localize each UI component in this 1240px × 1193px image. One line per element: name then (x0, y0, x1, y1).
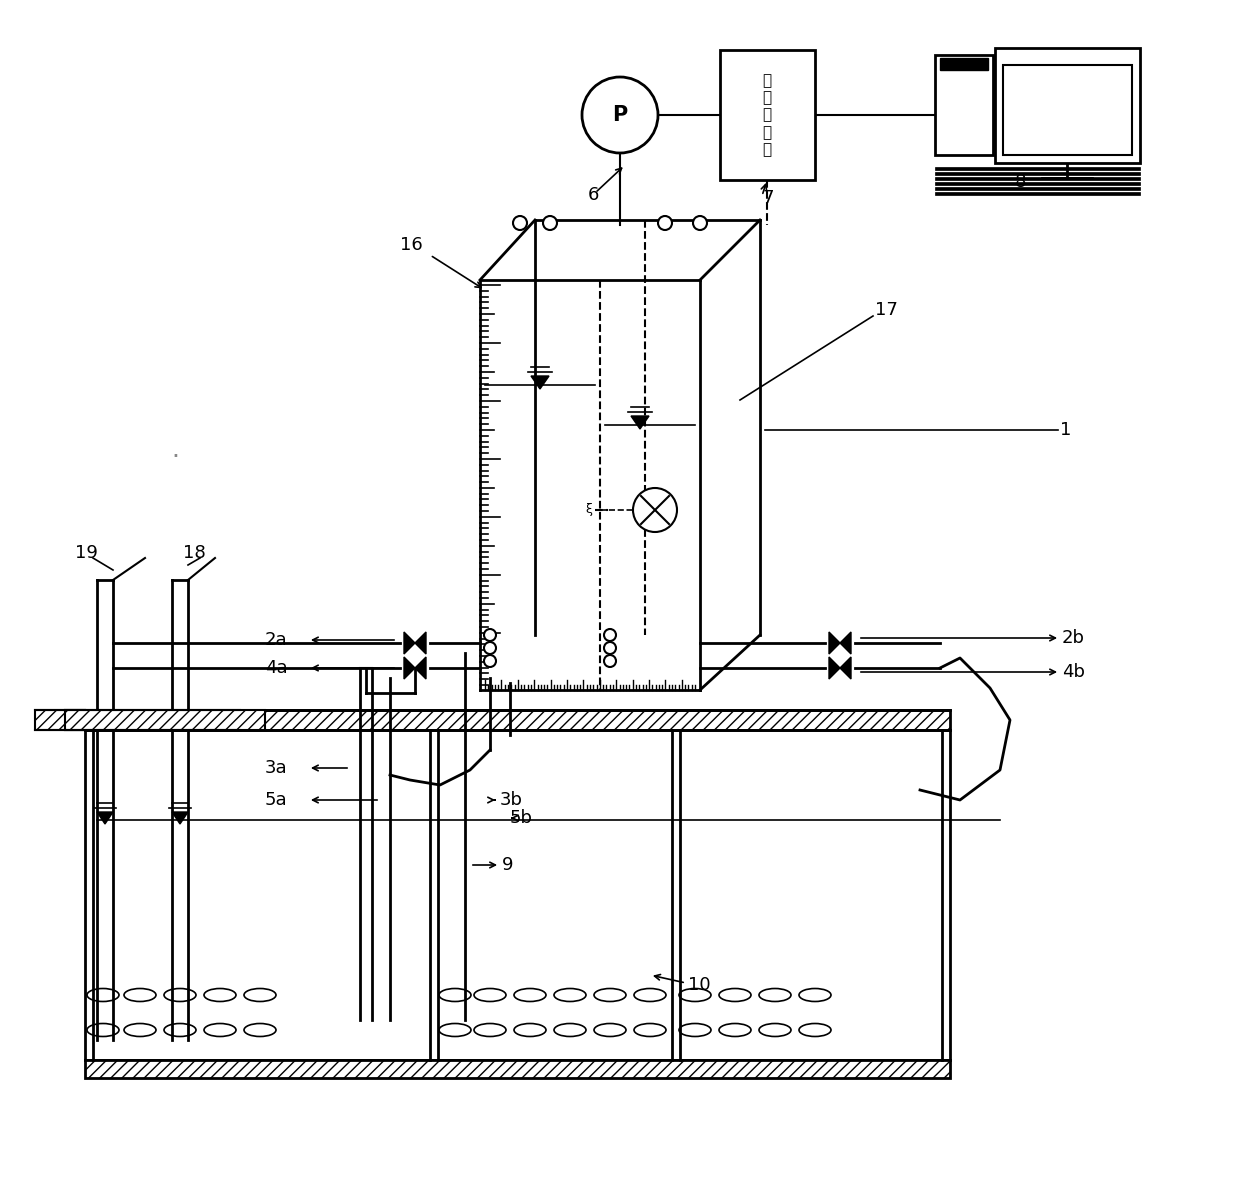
Polygon shape (415, 632, 427, 654)
Polygon shape (839, 632, 851, 654)
Bar (86, 1061, 950, 1078)
Bar (935, 183, 1140, 185)
Circle shape (658, 216, 672, 230)
Circle shape (543, 216, 557, 230)
Text: 2a: 2a (265, 631, 288, 649)
Circle shape (582, 78, 658, 153)
Bar (994, 48, 1140, 163)
Text: 2b: 2b (1061, 629, 1085, 647)
Circle shape (632, 488, 677, 532)
Bar (1003, 64, 1132, 155)
Text: .: . (171, 438, 179, 462)
Text: 1: 1 (1060, 421, 1071, 439)
Text: 3b: 3b (500, 791, 523, 809)
Polygon shape (97, 812, 113, 824)
Bar (86, 710, 950, 730)
Text: 5a: 5a (265, 791, 288, 809)
Polygon shape (404, 657, 415, 679)
Text: 6: 6 (588, 186, 599, 204)
Bar (935, 177, 1140, 180)
Text: 17: 17 (875, 301, 898, 319)
Bar (935, 167, 1140, 169)
Text: 5b: 5b (510, 809, 533, 827)
Circle shape (484, 642, 496, 654)
Text: 16: 16 (401, 236, 423, 254)
Bar (935, 172, 1140, 175)
Text: ξ: ξ (585, 503, 591, 517)
Text: 18: 18 (184, 544, 206, 562)
Polygon shape (172, 812, 188, 824)
Text: 8: 8 (1016, 173, 1027, 191)
Circle shape (513, 216, 527, 230)
Bar (720, 50, 815, 180)
Polygon shape (631, 416, 649, 429)
Text: 4b: 4b (1061, 663, 1085, 681)
Text: 9: 9 (502, 857, 513, 874)
Polygon shape (839, 657, 851, 679)
Bar (935, 192, 1140, 194)
Polygon shape (404, 632, 415, 654)
Text: 3a: 3a (265, 759, 288, 777)
Circle shape (484, 629, 496, 641)
Circle shape (604, 642, 616, 654)
Circle shape (484, 655, 496, 667)
Text: 7: 7 (763, 188, 774, 208)
Text: 数
据
采
集
卡: 数 据 采 集 卡 (763, 73, 771, 157)
Bar (64, 710, 265, 730)
Polygon shape (415, 657, 427, 679)
Text: 4a: 4a (265, 659, 288, 676)
Bar (935, 187, 1140, 190)
Circle shape (604, 629, 616, 641)
Text: P: P (613, 105, 627, 125)
Polygon shape (531, 376, 549, 389)
Polygon shape (830, 657, 839, 679)
Bar (935, 55, 993, 155)
Text: 10: 10 (688, 976, 711, 994)
Bar (35, 710, 86, 730)
Text: 19: 19 (74, 544, 98, 562)
Circle shape (604, 655, 616, 667)
Circle shape (693, 216, 707, 230)
Polygon shape (830, 632, 839, 654)
Bar (940, 58, 988, 70)
